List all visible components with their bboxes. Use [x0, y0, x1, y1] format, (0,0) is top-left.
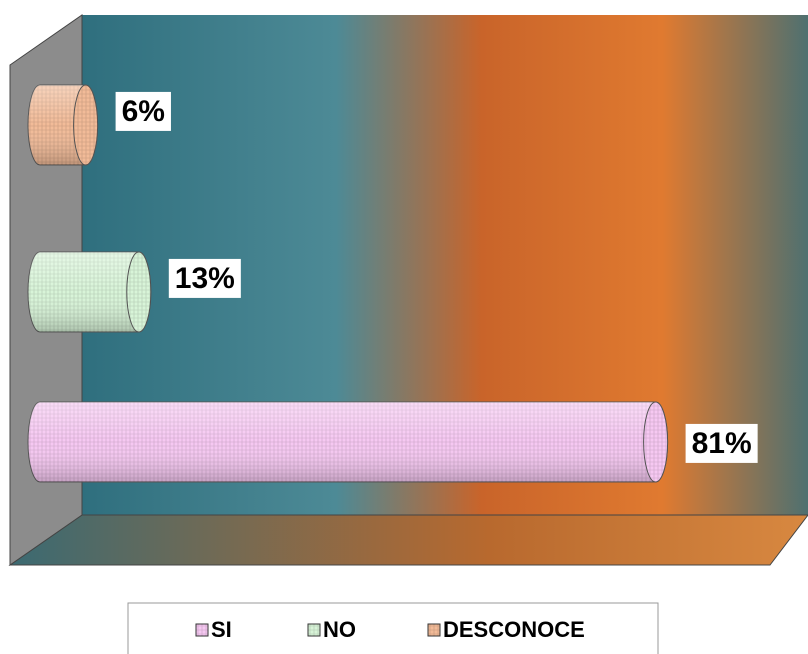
value-label: 13% [175, 262, 235, 295]
bar-cap-texture [73, 85, 98, 165]
bar-shade [28, 252, 151, 332]
floor [8, 514, 808, 566]
value-label: 6% [122, 95, 165, 128]
legend-swatch-texture [428, 624, 440, 636]
bar [27, 251, 152, 333]
value-label-box [685, 423, 758, 463]
bar-cap-texture [643, 402, 668, 482]
legend-label: SI [211, 617, 232, 642]
legend [127, 602, 659, 654]
legend-label: DESCONOCE [443, 617, 585, 642]
back-wall [82, 15, 808, 515]
bar [27, 401, 669, 483]
value-label-box [168, 258, 241, 298]
value-label: 81% [692, 427, 752, 460]
legend-swatch-texture [308, 624, 320, 636]
legend-swatch-texture [196, 624, 208, 636]
bar-cap-texture [126, 252, 151, 332]
bar [27, 84, 99, 166]
bars: 81% 13% 6% [27, 84, 758, 483]
legend-label: NO [323, 617, 356, 642]
legend-items: SI NO DESCONOCE [195, 617, 585, 642]
value-label-box [115, 91, 171, 131]
bar-shade [28, 402, 668, 482]
